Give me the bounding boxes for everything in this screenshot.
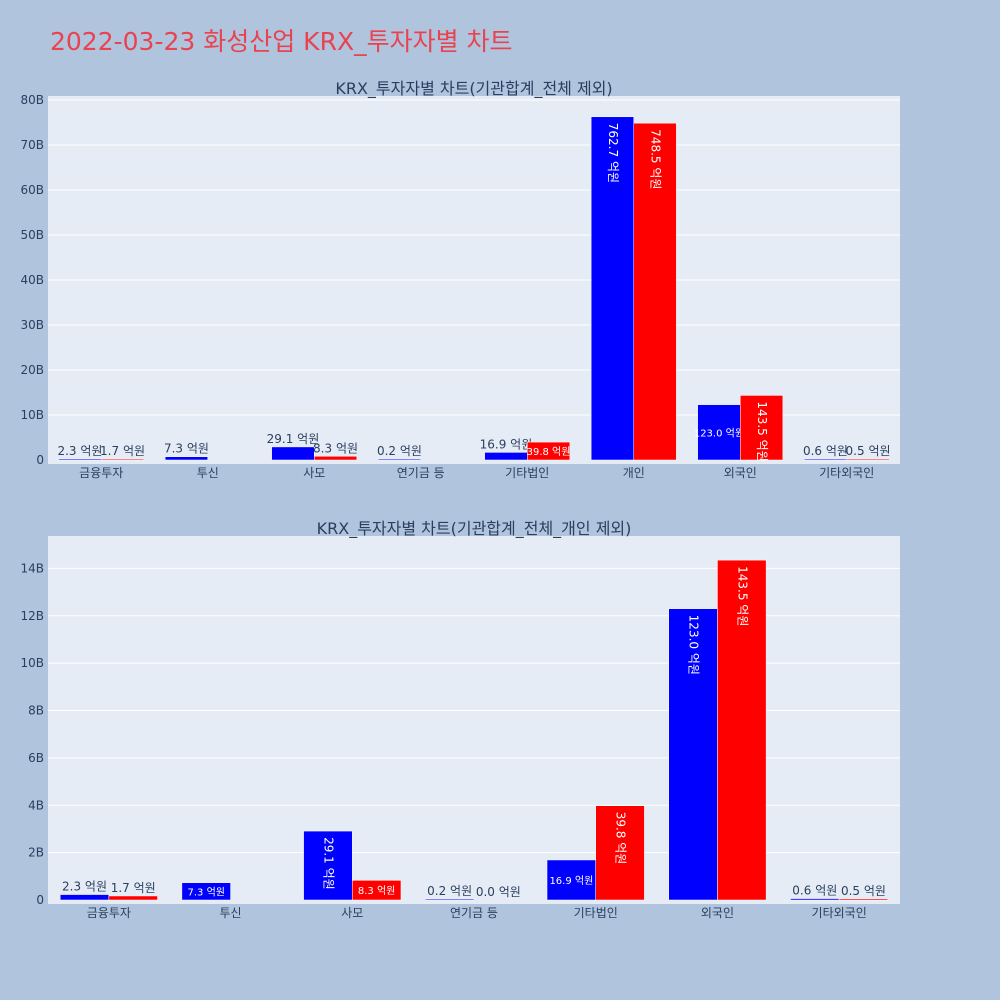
plot-area: [48, 536, 900, 904]
data-label: 16.9 억원: [549, 875, 593, 887]
data-label: 0.0 억원: [476, 885, 521, 899]
data-label: 0.5 억원: [841, 884, 886, 898]
page-title: 2022-03-23 화성산업 KRX_투자자별 차트: [50, 27, 513, 56]
x-tick-label: 개인: [623, 466, 645, 480]
buy-bar: [803, 458, 848, 461]
y-tick-label: 20B: [20, 363, 44, 377]
sell-bar: [101, 458, 145, 461]
subplot-title: KRX_투자자별 차트(기관합계_전체 제외): [335, 79, 612, 99]
buy-bar: [484, 452, 528, 461]
sell-bar: [717, 559, 767, 901]
data-label: 7.3 억원: [164, 442, 209, 456]
data-label: 123.0 억원: [694, 427, 744, 439]
data-label: 143.5 억원: [755, 401, 769, 461]
sell-bar: [595, 805, 645, 901]
data-label: 1.7 억원: [100, 444, 145, 458]
subplot-title: KRX_투자자별 차트(기관합계_전체_개인 제외): [317, 519, 632, 539]
y-tick-label: 14B: [20, 561, 44, 575]
y-tick-label: 10B: [20, 656, 44, 670]
data-label: 2.3 억원: [57, 444, 102, 458]
y-tick-label: 6B: [28, 751, 44, 765]
buy-bar: [271, 446, 315, 461]
chart-1: 0 10B 20B 30B 40B 50B 60B 70B 80B KRX_투자자별 차트(기관합…: [20, 79, 900, 480]
data-label: 39.8 억원: [614, 812, 628, 865]
y-tick-label: 60B: [20, 183, 44, 197]
y-tick-label: 4B: [28, 798, 44, 812]
sell-bar: [108, 895, 158, 901]
data-label: 0.2 억원: [377, 444, 422, 458]
y-tick-label: 12B: [20, 609, 44, 623]
buy-bar: [668, 608, 718, 901]
data-label: 123.0 억원: [687, 615, 701, 675]
x-tick-label: 사모: [303, 466, 325, 480]
buy-bar: [790, 898, 840, 901]
chart-2: 0 2B 4B 6B 8B 10B 12B 14B KRX_투자자별 차트(기관합계_전체_개인…: [20, 519, 900, 920]
buy-bar: [377, 458, 421, 461]
buy-bar: [58, 458, 102, 461]
x-tick-label: 기타외국인: [819, 466, 874, 480]
sell-bar: [846, 458, 890, 461]
data-label: 0.6 억원: [792, 884, 837, 898]
data-label: 16.9 억원: [480, 437, 533, 451]
sell-bar: [314, 456, 358, 461]
y-tick-label: 2B: [28, 846, 44, 860]
y-tick-label: 30B: [20, 318, 44, 332]
data-label: 7.3 억원: [187, 886, 224, 898]
x-tick-label: 외국인: [724, 466, 757, 480]
y-tick-label: 50B: [20, 228, 44, 242]
data-label: 2.3 억원: [62, 880, 107, 894]
data-label: 0.5 억원: [846, 444, 891, 458]
data-label: 748.5 억원: [649, 129, 663, 189]
x-tick-label: 기타법인: [505, 466, 549, 480]
buy-bar: [303, 830, 353, 901]
buy-bar: [590, 116, 635, 461]
data-label: 39.8 억원: [527, 446, 571, 458]
y-tick-label: 80B: [20, 93, 44, 107]
buy-bar: [425, 898, 475, 901]
x-tick-label: 외국인: [701, 906, 734, 920]
x-tick-label: 투신: [197, 466, 219, 480]
y-tick-label: 8B: [28, 704, 44, 718]
data-label: 762.7 억원: [606, 123, 620, 183]
data-label: 0.2 억원: [427, 884, 472, 898]
y-tick-label: 0: [36, 453, 44, 467]
x-tick-label: 연기금 등: [450, 906, 498, 920]
x-tick-label: 기타외국인: [812, 906, 867, 920]
sell-bar: [633, 122, 677, 461]
x-tick-label: 연기금 등: [397, 466, 445, 480]
data-label: 8.3 억원: [358, 885, 395, 897]
data-label: 29.1 억원: [267, 432, 320, 446]
sell-bar: [740, 395, 784, 461]
y-tick-label: 40B: [20, 273, 44, 287]
x-tick-label: 금융투자: [87, 906, 131, 920]
x-tick-label: 투신: [220, 906, 242, 920]
x-tick-label: 사모: [341, 906, 363, 920]
x-tick-label: 금융투자: [79, 466, 123, 480]
buy-bar: [181, 882, 231, 901]
data-label: 8.3 억원: [313, 441, 358, 455]
data-label: 143.5 억원: [735, 566, 749, 626]
buy-bar: [697, 404, 741, 461]
data-label: 1.7 억원: [111, 881, 156, 895]
data-label: 0.6 억원: [803, 444, 848, 458]
sell-bar: [838, 898, 889, 901]
buy-bar: [164, 456, 208, 461]
y-tick-label: 10B: [20, 408, 44, 422]
sell-bar: [527, 441, 571, 461]
y-tick-label: 0: [36, 893, 44, 907]
buy-bar: [59, 894, 110, 901]
data-label: 29.1 억원: [321, 837, 335, 890]
y-tick-label: 70B: [20, 138, 44, 152]
x-tick-label: 기타법인: [574, 906, 618, 920]
buy-bar: [546, 859, 596, 901]
sell-bar: [352, 880, 402, 901]
